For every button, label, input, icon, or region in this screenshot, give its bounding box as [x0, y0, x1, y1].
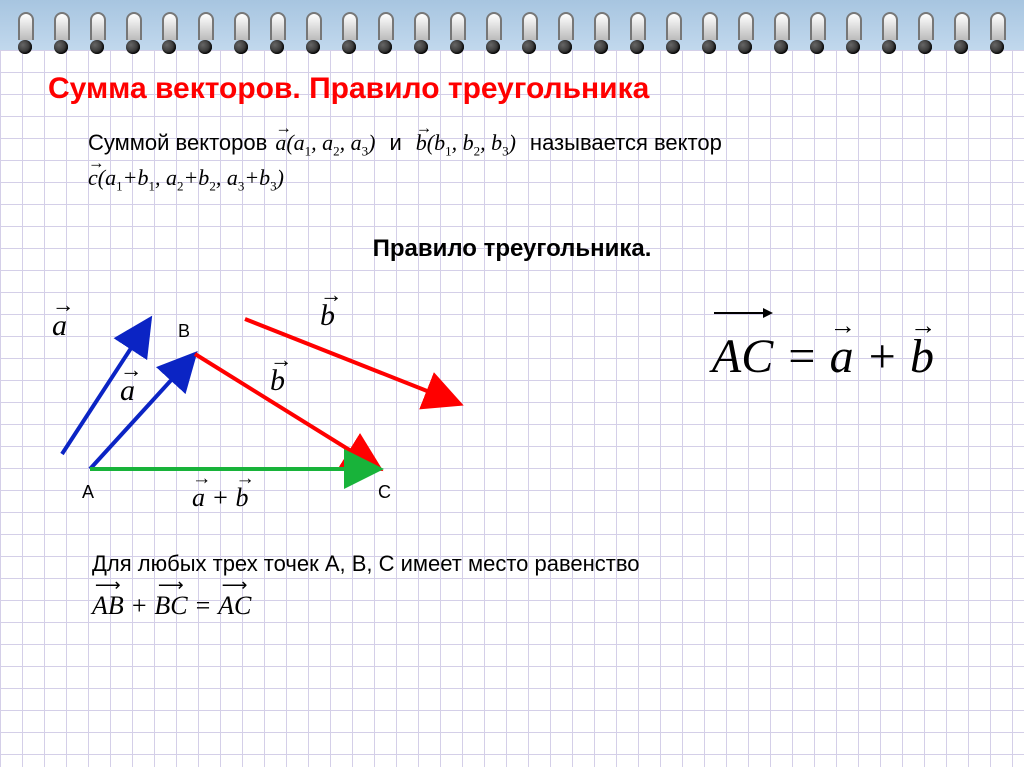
- label-sum-ab: a + b: [192, 483, 249, 513]
- diagram-svg: [30, 269, 530, 529]
- spiral-binding: [0, 0, 1024, 50]
- def-mid: и: [389, 130, 401, 156]
- vector-diagram: a a b b A B C a + b AC = a + b: [30, 269, 994, 529]
- footer-text: Для любых трех точек А, В, С имеет место…: [92, 551, 994, 577]
- footer-equation: AB + BC = AC: [92, 591, 994, 621]
- label-point-A: A: [82, 482, 94, 503]
- label-b-tri: b: [270, 364, 285, 398]
- def-suffix: называется вектор: [530, 130, 722, 156]
- label-a-free: a: [52, 309, 67, 343]
- label-point-C: C: [378, 482, 391, 503]
- eq-lhs: AC: [712, 329, 773, 384]
- subtitle: Правило треугольника.: [30, 235, 994, 263]
- def-prefix: Суммой векторов: [88, 130, 267, 156]
- vec-b-formula: b(b1, b2, b3): [416, 130, 516, 159]
- vec-a-formula: a(a1, a2, a3): [275, 130, 375, 159]
- definition-line-1: Суммой векторов a(a1, a2, a3) и b(b1, b2…: [88, 130, 994, 159]
- label-b-free: b: [320, 299, 335, 333]
- definition-line-2: c(a1+b1, a2+b2, a3+b3): [88, 165, 994, 194]
- label-a-tri: a: [120, 374, 135, 408]
- slide-content: Сумма векторов. Правило треугольника Сум…: [30, 62, 994, 757]
- big-equation: AC = a + b: [712, 329, 934, 384]
- slide-title: Сумма векторов. Правило треугольника: [48, 72, 994, 106]
- label-point-B: B: [178, 321, 190, 342]
